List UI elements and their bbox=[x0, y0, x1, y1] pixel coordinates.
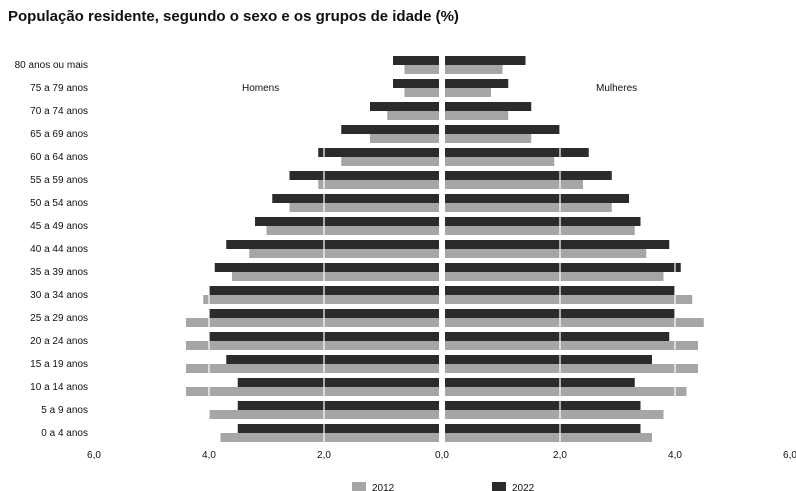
bars bbox=[186, 52, 704, 447]
bar-homens-2012 bbox=[232, 272, 439, 281]
bar-homens-2012 bbox=[186, 364, 439, 373]
bar-homens-2022 bbox=[393, 56, 439, 65]
x-tick-label: 4,0 bbox=[202, 450, 216, 461]
bar-mulheres-2022 bbox=[445, 332, 670, 341]
age-group-label: 10 a 14 anos bbox=[30, 382, 88, 393]
age-group-label: 45 a 49 anos bbox=[30, 221, 88, 232]
bar-mulheres-2012 bbox=[445, 272, 664, 281]
bar-homens-2022 bbox=[272, 194, 439, 203]
bar-mulheres-2022 bbox=[445, 240, 670, 249]
legend-swatch bbox=[492, 482, 506, 491]
bar-mulheres-2012 bbox=[445, 318, 704, 327]
bar-homens-2012 bbox=[266, 226, 439, 235]
bar-mulheres-2012 bbox=[445, 387, 687, 396]
bar-homens-2012 bbox=[186, 318, 439, 327]
bar-homens-2022 bbox=[237, 424, 439, 433]
age-group-label: 25 a 29 anos bbox=[30, 313, 88, 324]
chart-title: População residente, segundo o sexo e os… bbox=[8, 8, 459, 25]
bar-mulheres-2022 bbox=[445, 102, 532, 111]
age-group-label: 35 a 39 anos bbox=[30, 267, 88, 278]
bar-mulheres-2022 bbox=[445, 378, 635, 387]
bar-homens-2012 bbox=[341, 157, 439, 166]
x-tick-label: 6,0 bbox=[87, 450, 101, 461]
bar-homens-2022 bbox=[226, 240, 439, 249]
age-group-label: 70 a 74 anos bbox=[30, 106, 88, 117]
bar-mulheres-2012 bbox=[445, 410, 664, 419]
bar-homens-2022 bbox=[237, 378, 439, 387]
bar-mulheres-2012 bbox=[445, 341, 698, 350]
bar-mulheres-2022 bbox=[445, 424, 641, 433]
age-group-label: 65 a 69 anos bbox=[30, 129, 88, 140]
x-tick-label: 6,0 bbox=[783, 450, 796, 461]
bar-homens-2012 bbox=[289, 203, 439, 212]
age-group-label: 30 a 34 anos bbox=[30, 290, 88, 301]
bar-homens-2012 bbox=[220, 433, 439, 442]
bar-homens-2022 bbox=[318, 148, 439, 157]
bar-mulheres-2012 bbox=[445, 203, 612, 212]
bar-mulheres-2012 bbox=[445, 180, 583, 189]
group-label-homens: Homens bbox=[242, 83, 279, 94]
age-group-label: 15 a 19 anos bbox=[30, 359, 88, 370]
bar-mulheres-2012 bbox=[445, 65, 503, 74]
age-group-label: 50 a 54 anos bbox=[30, 198, 88, 209]
bar-homens-2022 bbox=[341, 125, 439, 134]
bar-mulheres-2022 bbox=[445, 148, 589, 157]
bar-mulheres-2012 bbox=[445, 88, 491, 97]
bar-homens-2012 bbox=[404, 88, 439, 97]
bar-mulheres-2022 bbox=[445, 401, 641, 410]
legend-label: 2022 bbox=[512, 483, 535, 491]
bar-mulheres-2022 bbox=[445, 79, 509, 88]
bar-mulheres-2022 bbox=[445, 217, 641, 226]
bar-mulheres-2012 bbox=[445, 134, 532, 143]
age-group-label: 75 a 79 anos bbox=[30, 83, 88, 94]
age-group-label: 55 a 59 anos bbox=[30, 175, 88, 186]
bar-homens-2012 bbox=[404, 65, 439, 74]
bar-mulheres-2012 bbox=[445, 295, 693, 304]
bar-mulheres-2012 bbox=[445, 364, 698, 373]
bar-homens-2012 bbox=[318, 180, 439, 189]
x-tick-label: 0,0 bbox=[435, 450, 449, 461]
bar-mulheres-2022 bbox=[445, 125, 560, 134]
age-group-label: 60 a 64 anos bbox=[30, 152, 88, 163]
bar-homens-2022 bbox=[393, 79, 439, 88]
age-group-label: 5 a 9 anos bbox=[41, 405, 88, 416]
bar-homens-2022 bbox=[237, 401, 439, 410]
bar-mulheres-2012 bbox=[445, 433, 652, 442]
legend-swatch bbox=[352, 482, 366, 491]
bar-mulheres-2022 bbox=[445, 56, 526, 65]
bar-mulheres-2012 bbox=[445, 249, 647, 258]
bar-homens-2022 bbox=[226, 355, 439, 364]
bar-mulheres-2022 bbox=[445, 263, 681, 272]
bar-mulheres-2022 bbox=[445, 194, 629, 203]
group-label-mulheres: Mulheres bbox=[596, 83, 637, 94]
bar-mulheres-2012 bbox=[445, 157, 555, 166]
bar-mulheres-2012 bbox=[445, 111, 509, 120]
bar-mulheres-2022 bbox=[445, 355, 652, 364]
bar-homens-2012 bbox=[203, 295, 439, 304]
age-group-label: 0 a 4 anos bbox=[41, 428, 88, 439]
x-tick-label: 4,0 bbox=[668, 450, 682, 461]
bar-homens-2012 bbox=[186, 341, 439, 350]
age-group-label: 80 anos ou mais bbox=[15, 60, 88, 71]
x-tick-label: 2,0 bbox=[553, 450, 567, 461]
bar-homens-2012 bbox=[249, 249, 439, 258]
age-group-label: 40 a 44 anos bbox=[30, 244, 88, 255]
bar-mulheres-2022 bbox=[445, 171, 612, 180]
bar-homens-2012 bbox=[186, 387, 439, 396]
age-group-labels: 80 anos ou mais 75 a 79 anos 70 a 74 anos 6… bbox=[15, 60, 88, 439]
legend-label: 2012 bbox=[372, 483, 395, 491]
bar-homens-2022 bbox=[214, 263, 439, 272]
x-tick-labels: 6,0 4,0 2,0 0,0 2,0 4,0 6,0 bbox=[87, 450, 796, 461]
x-tick-label: 2,0 bbox=[317, 450, 331, 461]
bar-mulheres-2012 bbox=[445, 226, 635, 235]
bar-homens-2022 bbox=[289, 171, 439, 180]
bar-homens-2012 bbox=[370, 134, 439, 143]
bar-homens-2022 bbox=[370, 102, 439, 111]
age-group-label: 20 a 24 anos bbox=[30, 336, 88, 347]
legend: 2012 2022 bbox=[352, 482, 535, 491]
bar-homens-2022 bbox=[255, 217, 439, 226]
bar-homens-2012 bbox=[387, 111, 439, 120]
